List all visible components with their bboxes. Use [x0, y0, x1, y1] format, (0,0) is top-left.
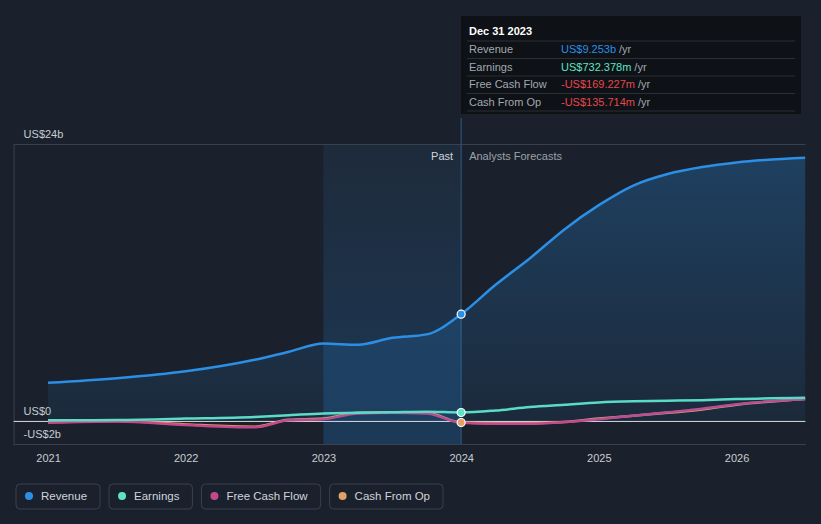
- x-tick: 2021: [36, 444, 60, 464]
- legend-box: [201, 484, 320, 509]
- y-tick-label: US$0: [24, 405, 52, 417]
- series-marker: [457, 418, 465, 426]
- x-tick: 2026: [725, 444, 749, 464]
- legend-item[interactable]: Earnings: [109, 484, 192, 509]
- series-marker: [457, 408, 465, 416]
- legend-item[interactable]: Free Cash Flow: [201, 484, 320, 509]
- legend-box: [109, 484, 192, 509]
- y-tick: -US$2b: [14, 428, 806, 444]
- x-tick: 2023: [312, 444, 336, 464]
- tooltip-value-unit: /yr: [638, 78, 651, 90]
- tooltip-value-number: -US$135.714m: [561, 96, 635, 108]
- plot-area: [48, 158, 805, 427]
- series-area: [48, 158, 805, 421]
- x-tick: 2025: [587, 444, 611, 464]
- tooltip-value: US$732.378m/yr: [561, 61, 647, 73]
- tooltip-separator: [467, 76, 795, 77]
- x-tick: 2024: [449, 444, 473, 464]
- tooltip-label: Cash From Op: [469, 96, 541, 108]
- legend: Revenue Earnings Free Cash Flow Cash From O…: [16, 484, 443, 509]
- legend-box: [330, 484, 443, 509]
- grid-line: [14, 144, 806, 145]
- grid-line: [14, 444, 806, 445]
- tooltip-separator: [467, 93, 795, 94]
- series-line: [48, 158, 805, 383]
- chart-svg: -US$2b US$0 US$24b 2021 2022 2023 2024 2025 2026…: [0, 0, 821, 524]
- tooltip-value-unit: /yr: [638, 96, 651, 108]
- legend-label: Earnings: [134, 490, 180, 502]
- tooltip-title: Dec 31 2023: [469, 25, 532, 37]
- tooltip-separator: [467, 41, 795, 42]
- tooltip-box: [461, 16, 801, 114]
- tooltip-value: -US$135.714m/yr: [561, 96, 651, 108]
- chart-root: -US$2b US$0 US$24b 2021 2022 2023 2024 2025 2026…: [0, 0, 821, 524]
- tooltip-value-number: US$9.253b: [561, 43, 616, 55]
- x-axis-line: [14, 444, 806, 445]
- legend-swatch: [118, 492, 126, 500]
- x-tick: 2022: [174, 444, 198, 464]
- y-tick-label: US$24b: [24, 128, 64, 140]
- legend-swatch: [339, 492, 347, 500]
- background: [0, 0, 821, 524]
- x-tick-label: 2022: [174, 452, 198, 464]
- tooltip: Dec 31 2023 Revenue US$9.253b/yr Earnings US…: [461, 16, 801, 114]
- tooltip-separator: [467, 58, 795, 59]
- y-axis-line: [14, 145, 15, 445]
- tooltip-separator: [467, 111, 795, 112]
- tooltip-value-unit: /yr: [634, 61, 647, 73]
- series-marker: [457, 310, 465, 318]
- tooltip-value: US$9.253b/yr: [561, 43, 632, 55]
- x-tick-label: 2025: [587, 452, 611, 464]
- y-axis: -US$2b US$0 US$24b: [14, 128, 806, 444]
- x-tick-label: 2023: [312, 452, 336, 464]
- annotation: Analysts Forecasts: [469, 150, 562, 162]
- y-tick-label: -US$2b: [24, 428, 61, 440]
- legend-box: [16, 484, 100, 509]
- x-tick-label: 2024: [449, 452, 473, 464]
- legend-label: Cash From Op: [355, 490, 430, 502]
- tooltip-label: Revenue: [469, 43, 513, 55]
- legend-swatch: [210, 492, 218, 500]
- tooltip-label: Free Cash Flow: [469, 78, 547, 90]
- x-tick-label: 2021: [36, 452, 60, 464]
- annotation: Past: [431, 150, 453, 162]
- x-axis: 2021 2022 2023 2024 2025 2026: [14, 444, 806, 464]
- tooltip-value: -US$169.227m/yr: [561, 78, 651, 90]
- x-tick-label: 2026: [725, 452, 749, 464]
- legend-item[interactable]: Revenue: [16, 484, 100, 509]
- legend-label: Revenue: [41, 490, 87, 502]
- tooltip-value-number: US$732.378m: [561, 61, 631, 73]
- legend-swatch: [25, 492, 33, 500]
- legend-item[interactable]: Cash From Op: [330, 484, 443, 509]
- y-tick: US$24b: [14, 128, 806, 144]
- tooltip-value-number: -US$169.227m: [561, 78, 635, 90]
- tooltip-value-unit: /yr: [619, 43, 632, 55]
- tooltip-label: Earnings: [469, 61, 513, 73]
- legend-label: Free Cash Flow: [226, 490, 308, 502]
